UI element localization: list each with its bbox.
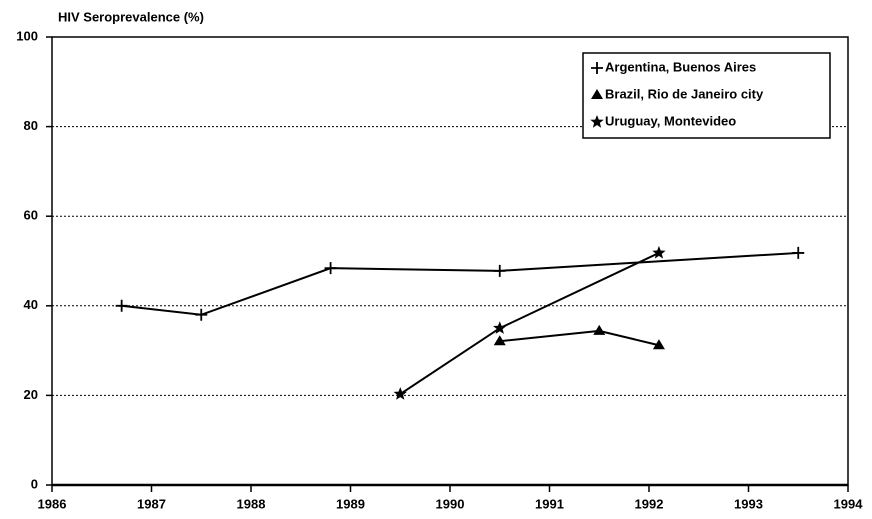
y-tick-label: 60 [24, 208, 38, 223]
legend-box [582, 52, 831, 139]
point [493, 321, 507, 334]
legend-marker [590, 115, 604, 128]
series-line [399, 252, 660, 395]
legend-label: Uruguay, Montevideo [605, 113, 736, 128]
legend-label: Brazil, Rio de Janeiro city [605, 86, 764, 101]
y-axis-title: HIV Seroprevalence (%) [58, 9, 204, 24]
y-tick-label: 20 [24, 387, 38, 402]
legend-marker [591, 89, 603, 99]
point [652, 245, 666, 259]
x-tick-label: 1994 [834, 496, 864, 511]
legend-marker [591, 62, 603, 74]
x-tick-label: 1992 [635, 496, 664, 511]
series-line [499, 329, 660, 347]
x-tick-label: 1989 [336, 496, 365, 511]
x-tick-label: 1988 [237, 496, 266, 511]
y-tick-label: 100 [16, 28, 38, 43]
point [792, 246, 805, 259]
point [393, 387, 407, 400]
x-tick-label: 1990 [436, 496, 465, 511]
point [652, 339, 665, 350]
x-tick-label: 1987 [137, 496, 166, 511]
y-tick-label: 80 [24, 118, 38, 133]
y-tick-label: 0 [31, 476, 38, 491]
point [195, 308, 208, 321]
point [593, 324, 606, 335]
x-tick-label: 1993 [734, 496, 763, 511]
y-tick-label: 40 [24, 297, 38, 312]
x-tick-label: 1986 [38, 496, 67, 511]
point [115, 299, 128, 312]
x-tick-label: 1991 [535, 496, 564, 511]
point [493, 264, 506, 277]
point [324, 262, 337, 275]
point [493, 335, 506, 346]
legend-label: Argentina, Buenos Aires [605, 59, 756, 74]
